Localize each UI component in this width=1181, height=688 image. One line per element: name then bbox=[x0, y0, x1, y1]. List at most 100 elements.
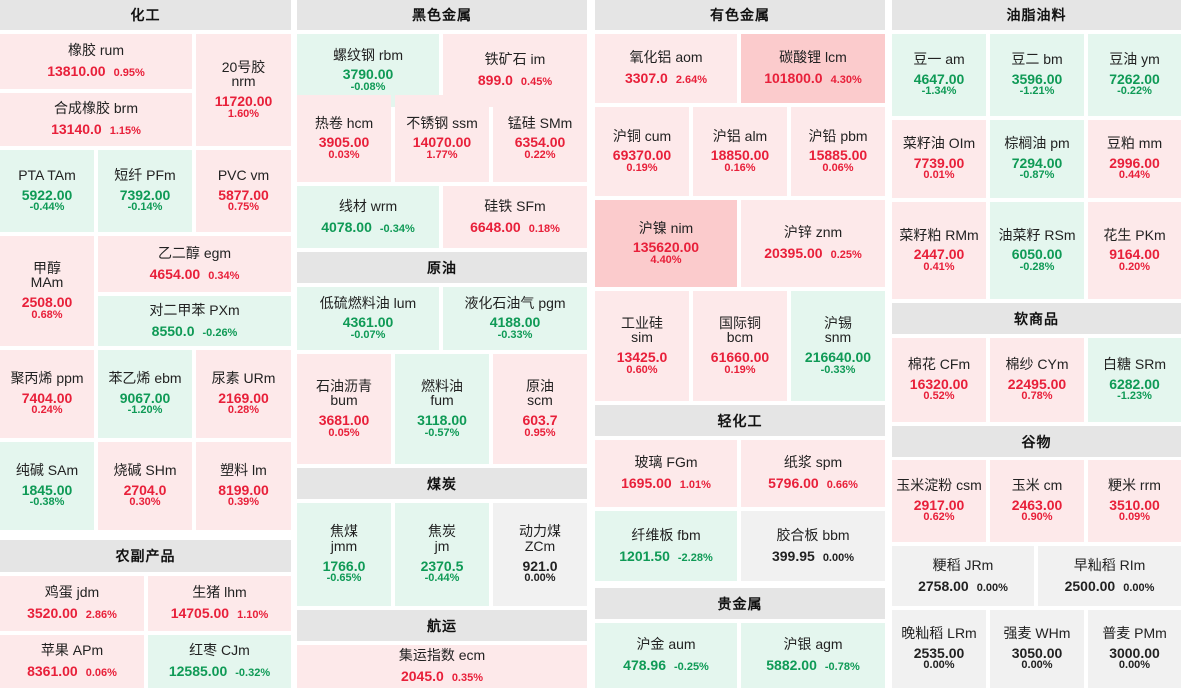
tile-mm[interactable]: 豆粕 mm 2996.00 0.44% bbox=[1088, 120, 1181, 198]
tile-PMm[interactable]: 普麦 PMm 3000.00 0.00% bbox=[1088, 610, 1181, 688]
tile-JRm[interactable]: 粳稻 JRm 2758.00 0.00% bbox=[892, 546, 1034, 606]
tile-fum[interactable]: 燃料油 fum 3118.00 -0.57% bbox=[395, 354, 489, 464]
tile-WHm[interactable]: 强麦 WHm 3050.00 0.00% bbox=[990, 610, 1084, 688]
contract-name: 甲醇 bbox=[33, 259, 61, 276]
tile-bcm[interactable]: 国际铜 bcm 61660.00 0.19% bbox=[693, 291, 787, 401]
change-percent: 0.66% bbox=[826, 479, 858, 492]
tile-fbm[interactable]: 纤维板 fbm 1201.50 -2.28% bbox=[595, 511, 737, 581]
quote-block: 7739.00 0.01% bbox=[914, 156, 965, 182]
tile-nrm[interactable]: 20号胶 nrm 11720.00 1.60% bbox=[196, 34, 291, 146]
tile-nim[interactable]: 沪镍 nim 135620.00 4.40% bbox=[595, 200, 737, 287]
tile-ZCm[interactable]: 动力煤 ZCm 921.0 0.00% bbox=[493, 503, 587, 606]
tile-LRm[interactable]: 晚籼稻 LRm 2535.00 0.00% bbox=[892, 610, 986, 688]
change-percent: -0.28% bbox=[1019, 260, 1055, 273]
contract-name: 国际铜 bbox=[719, 314, 761, 331]
change-percent: 0.28% bbox=[227, 404, 260, 417]
tile-pbm[interactable]: 沪铅 pbm 15885.00 0.06% bbox=[791, 107, 885, 196]
tile-ebm[interactable]: 苯乙烯 ebm 9067.00 -1.20% bbox=[98, 350, 192, 438]
tile-pm[interactable]: 棕榈油 pm 7294.00 -0.87% bbox=[990, 120, 1084, 198]
change-percent: 0.44% bbox=[1118, 169, 1151, 182]
quote-block: 603.7 0.95% bbox=[522, 413, 557, 439]
tile-CFm[interactable]: 棉花 CFm 16320.00 0.52% bbox=[892, 338, 986, 422]
tile-ssm[interactable]: 不锈钢 ssm 14070.00 1.77% bbox=[395, 95, 489, 182]
quote-block: 1695.00 1.01% bbox=[621, 476, 711, 492]
tile-SAm[interactable]: 纯碱 SAm 1845.00 -0.38% bbox=[0, 442, 94, 530]
tile-SRm[interactable]: 白糖 SRm 6282.00 -1.23% bbox=[1088, 338, 1181, 422]
change-percent: 1.15% bbox=[109, 125, 141, 138]
tile-aom[interactable]: 氧化铝 aom 3307.0 2.64% bbox=[595, 34, 737, 103]
price-value: 8199.00 bbox=[218, 481, 269, 498]
tile-ppm[interactable]: 聚丙烯 ppm 7404.00 0.24% bbox=[0, 350, 94, 438]
tile-PKm[interactable]: 花生 PKm 9164.00 0.20% bbox=[1088, 202, 1181, 299]
tile-CYm[interactable]: 棉纱 CYm 22495.00 0.78% bbox=[990, 338, 1084, 422]
tile-SHm[interactable]: 烧碱 SHm 2704.0 0.30% bbox=[98, 442, 192, 530]
tile-APm[interactable]: 苹果 APm 8361.00 0.06% bbox=[0, 635, 144, 688]
tile-snm[interactable]: 沪锡 snm 216640.00 -0.33% bbox=[791, 291, 885, 401]
tile-rrm[interactable]: 粳米 rrm 3510.00 0.09% bbox=[1088, 460, 1181, 542]
tile-PFm[interactable]: 短纤 PFm 7392.00 -0.14% bbox=[98, 150, 192, 232]
change-percent: 0.19% bbox=[626, 161, 658, 174]
tile-jm[interactable]: 焦炭 jm 2370.5 -0.44% bbox=[395, 503, 489, 606]
quote-block: 2996.00 0.44% bbox=[1109, 156, 1160, 182]
quote-block: 2370.5 -0.44% bbox=[421, 558, 464, 585]
tile-rum[interactable]: 橡胶 rum 13810.00 0.95% bbox=[0, 34, 192, 89]
tile-lum[interactable]: 低硫燃料油 lum 4361.00 -0.07% bbox=[297, 287, 439, 350]
tile-cm[interactable]: 玉米 cm 2463.00 0.90% bbox=[990, 460, 1084, 542]
contract-label: 锰硅 SMm bbox=[507, 114, 573, 131]
tile-RIm[interactable]: 早籼稻 RIm 2500.00 0.00% bbox=[1038, 546, 1181, 606]
tile-egm[interactable]: 乙二醇 egm 4654.00 0.34% bbox=[98, 236, 291, 292]
tile-wrm[interactable]: 线材 wrm 4078.00 -0.34% bbox=[297, 186, 439, 248]
contract-label: 普麦 PMm bbox=[1102, 625, 1167, 642]
tile-jmm[interactable]: 焦煤 jmm 1766.0 -0.65% bbox=[297, 503, 391, 606]
tile-brm[interactable]: 合成橡胶 brm 13140.0 1.15% bbox=[0, 93, 192, 146]
section-header: 轻化工 bbox=[595, 405, 885, 436]
tile-TAm[interactable]: PTA TAm 5922.00 -0.44% bbox=[0, 150, 94, 232]
tile-am[interactable]: 豆一 am 4647.00 -1.34% bbox=[892, 34, 986, 116]
tile-RMm[interactable]: 菜籽粕 RMm 2447.00 0.41% bbox=[892, 202, 986, 299]
quote-block: 5882.00 -0.78% bbox=[766, 658, 859, 674]
tile-hcm[interactable]: 热卷 hcm 3905.00 0.03% bbox=[297, 95, 391, 182]
contract-code: bcm bbox=[726, 329, 754, 346]
tile-bum[interactable]: 石油沥青 bum 3681.00 0.05% bbox=[297, 354, 391, 464]
tile-lm[interactable]: 塑料 lm 8199.00 0.39% bbox=[196, 442, 291, 530]
tile-lcm[interactable]: 碳酸锂 lcm 101800.0 4.30% bbox=[741, 34, 885, 103]
tile-rbm[interactable]: 螺纹钢 rbm 3790.00 -0.08% bbox=[297, 34, 439, 107]
tile-agm[interactable]: 沪银 agm 5882.00 -0.78% bbox=[741, 623, 885, 688]
tile-RSm[interactable]: 油菜籽 RSm 6050.00 -0.28% bbox=[990, 202, 1084, 299]
tile-SMm[interactable]: 锰硅 SMm 6354.00 0.22% bbox=[493, 95, 587, 182]
tile-im[interactable]: 铁矿石 im 899.0 0.45% bbox=[443, 34, 587, 107]
tile-sim[interactable]: 工业硅 sim 13425.0 0.60% bbox=[595, 291, 689, 401]
tile-MAm[interactable]: 甲醇 MAm 2508.00 0.68% bbox=[0, 236, 94, 346]
tile-FGm[interactable]: 玻璃 FGm 1695.00 1.01% bbox=[595, 440, 737, 507]
tile-vm[interactable]: PVC vm 5877.00 0.75% bbox=[196, 150, 291, 232]
price-value: 7392.00 bbox=[119, 186, 171, 203]
contract-name: 沪锡 bbox=[824, 314, 852, 331]
tile-csm[interactable]: 玉米淀粉 csm 2917.00 0.62% bbox=[892, 460, 986, 542]
tile-spm[interactable]: 纸浆 spm 5796.00 0.66% bbox=[741, 440, 885, 507]
tile-alm[interactable]: 沪铝 alm 18850.00 0.16% bbox=[693, 107, 787, 196]
contract-label: 对二甲苯 PXm bbox=[149, 301, 240, 318]
tile-pgm[interactable]: 液化石油气 pgm 4188.00 -0.33% bbox=[443, 287, 587, 350]
tile-ym[interactable]: 豆油 ym 7262.00 -0.22% bbox=[1088, 34, 1181, 116]
tile-URm[interactable]: 尿素 URm 2169.00 0.28% bbox=[196, 350, 291, 438]
change-percent: -0.44% bbox=[29, 201, 65, 214]
tile-ecm[interactable]: 集运指数 ecm 2045.0 0.35% bbox=[297, 645, 587, 688]
tile-bm[interactable]: 豆二 bm 3596.00 -1.21% bbox=[990, 34, 1084, 116]
change-percent: 0.09% bbox=[1118, 511, 1151, 524]
contract-label: 早籼稻 RIm bbox=[1073, 556, 1146, 573]
contract-label: 玻璃 FGm bbox=[634, 454, 698, 471]
tile-SFm[interactable]: 硅铁 SFm 6648.00 0.18% bbox=[443, 186, 587, 248]
quote-block: 3596.00 -1.21% bbox=[1012, 72, 1063, 98]
tile-bbm[interactable]: 胶合板 bbm 399.95 0.00% bbox=[741, 511, 885, 581]
tile-znm[interactable]: 沪锌 znm 20395.00 0.25% bbox=[741, 200, 885, 287]
tile-cum[interactable]: 沪铜 cum 69370.00 0.19% bbox=[595, 107, 689, 196]
tile-OIm[interactable]: 菜籽油 OIm 7739.00 0.01% bbox=[892, 120, 986, 198]
tile-jdm[interactable]: 鸡蛋 jdm 3520.00 2.86% bbox=[0, 576, 144, 631]
change-percent: 0.05% bbox=[328, 426, 360, 439]
price-value: 3050.00 bbox=[1011, 644, 1063, 661]
tile-scm[interactable]: 原油 scm 603.7 0.95% bbox=[493, 354, 587, 464]
tile-lhm[interactable]: 生猪 lhm 14705.00 1.10% bbox=[148, 576, 291, 631]
tile-PXm[interactable]: 对二甲苯 PXm 8550.0 -0.26% bbox=[98, 296, 291, 346]
tile-CJm[interactable]: 红枣 CJm 12585.00 -0.32% bbox=[148, 635, 291, 688]
tile-aum[interactable]: 沪金 aum 478.96 -0.25% bbox=[595, 623, 737, 688]
